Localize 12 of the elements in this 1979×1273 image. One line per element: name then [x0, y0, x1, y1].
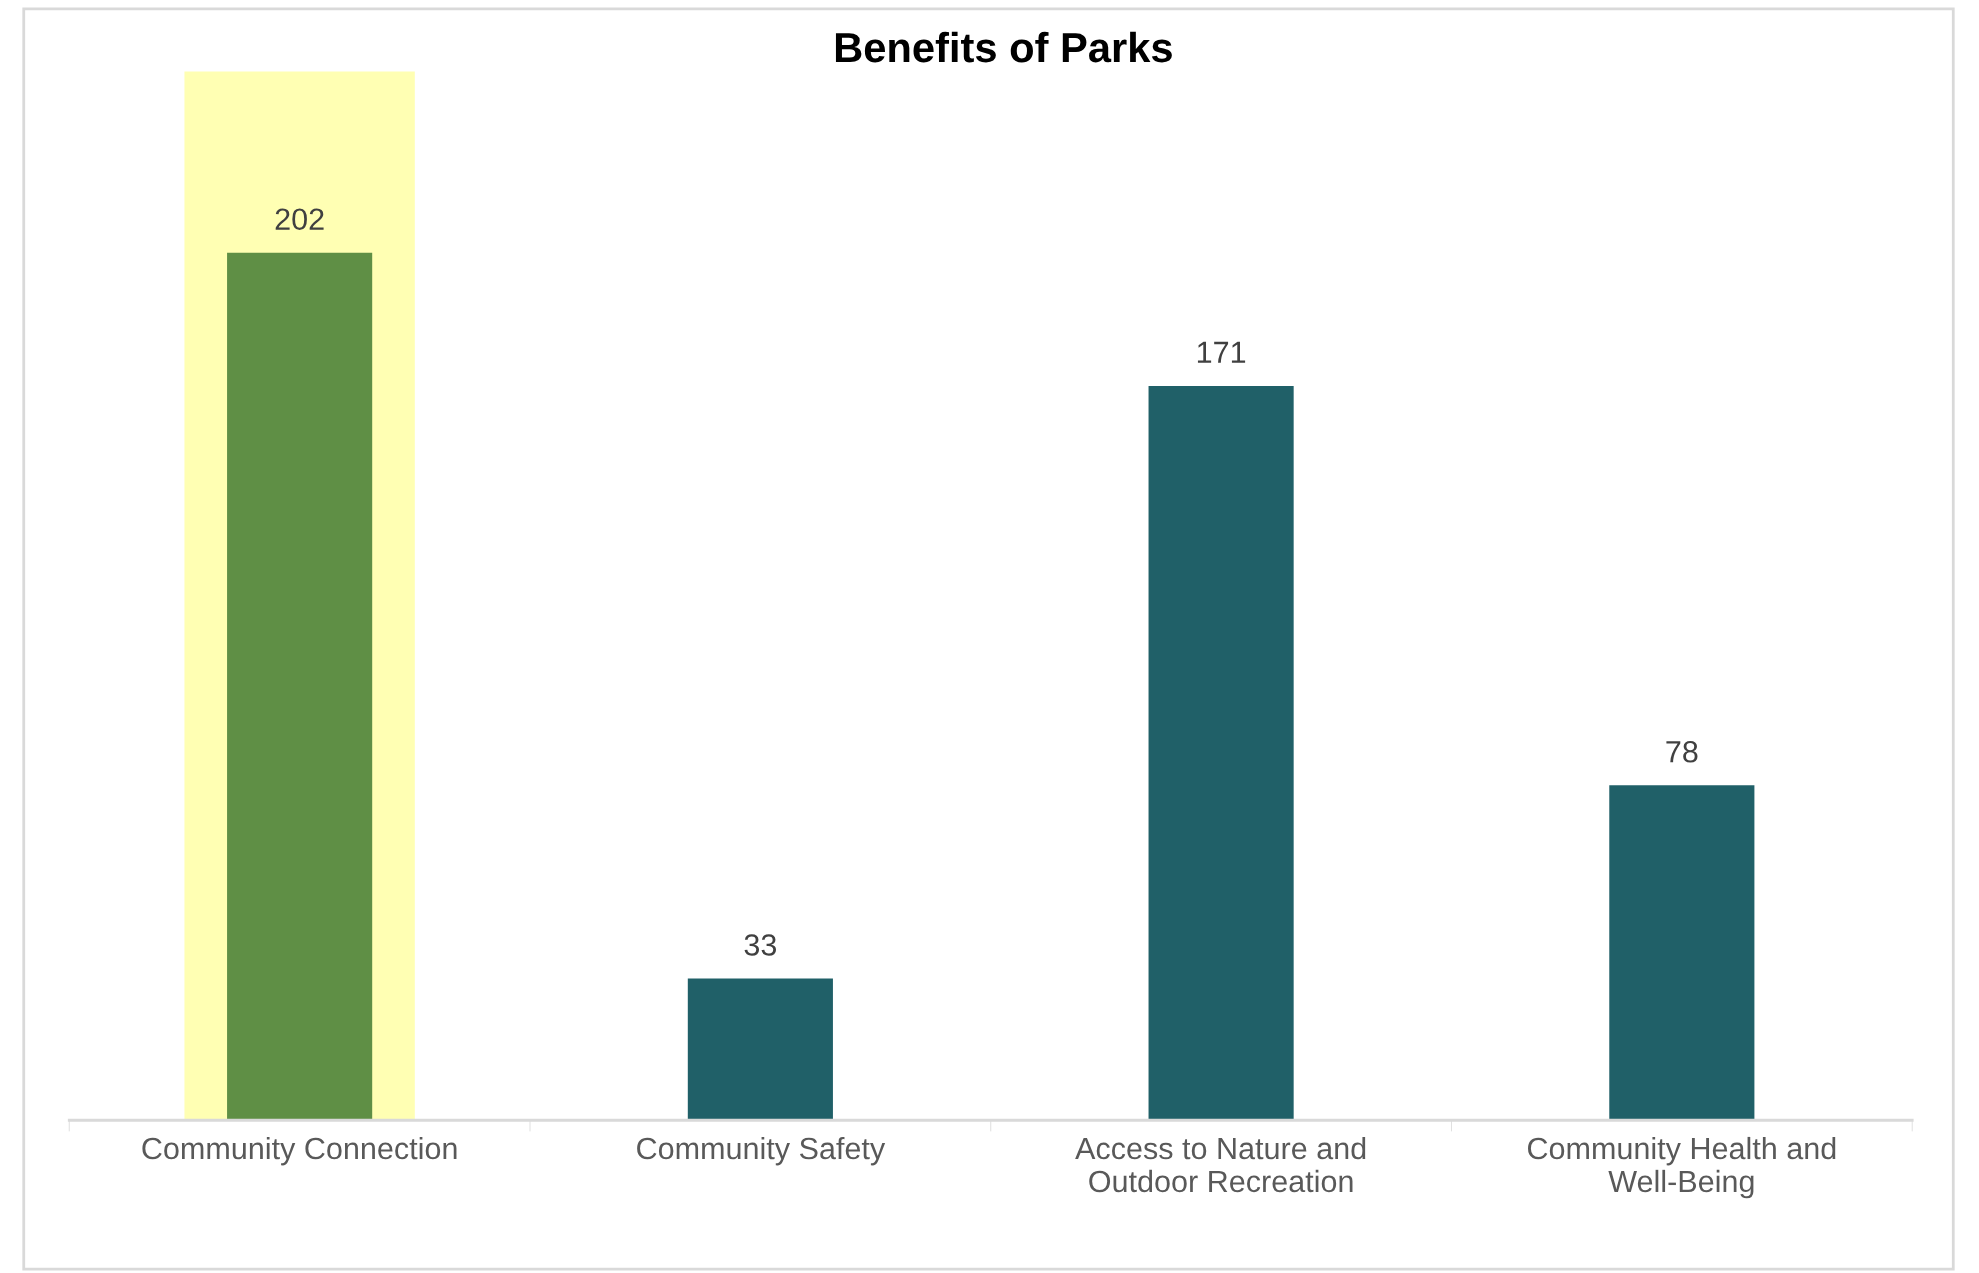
data-label: 171 — [1197, 341, 1246, 363]
data-label: 202 — [275, 208, 324, 231]
x-tick-label: Access to Nature and Outdoor Recreation — [1075, 1136, 1366, 1193]
data-label: 33 — [744, 934, 777, 956]
x-tick-label: Community Safety — [637, 1136, 886, 1166]
bar — [1148, 385, 1294, 1121]
bar — [687, 978, 833, 1121]
x-tick-label: Community Connection — [142, 1136, 457, 1166]
bar — [1609, 785, 1755, 1121]
x-tick-label: Community Health and Well-Being — [1528, 1136, 1836, 1199]
data-label: 78 — [1666, 740, 1698, 763]
chart-title: Benefits of Parks — [835, 31, 1172, 63]
